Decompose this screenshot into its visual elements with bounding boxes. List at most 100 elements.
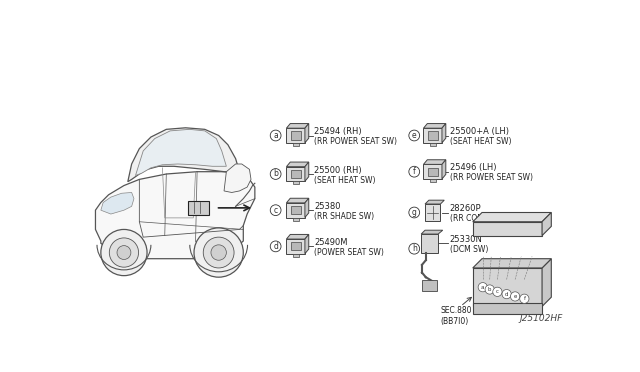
Bar xyxy=(287,128,305,143)
Text: d: d xyxy=(505,292,508,296)
Text: J25102HF: J25102HF xyxy=(520,314,563,323)
Text: (POWER SEAT SW): (POWER SEAT SW) xyxy=(314,248,384,257)
Bar xyxy=(287,239,305,254)
Text: f: f xyxy=(413,167,415,176)
Bar xyxy=(424,164,442,179)
Polygon shape xyxy=(287,162,308,167)
Text: f: f xyxy=(524,296,525,301)
Bar xyxy=(473,268,542,307)
Polygon shape xyxy=(442,160,446,179)
Circle shape xyxy=(502,289,511,299)
Bar xyxy=(473,302,542,314)
Text: 25500 (RH): 25500 (RH) xyxy=(314,166,362,174)
Polygon shape xyxy=(128,128,239,182)
Circle shape xyxy=(101,230,147,276)
Bar xyxy=(291,242,301,250)
Circle shape xyxy=(204,237,234,268)
Text: a: a xyxy=(481,285,484,290)
Bar xyxy=(292,181,299,185)
Bar xyxy=(292,218,299,221)
Circle shape xyxy=(478,283,488,292)
Bar xyxy=(421,234,438,253)
Bar xyxy=(287,167,305,181)
Circle shape xyxy=(117,246,131,260)
Polygon shape xyxy=(542,259,551,307)
Circle shape xyxy=(194,228,243,277)
Text: 25490M: 25490M xyxy=(314,238,348,247)
Text: (RR SHADE SW): (RR SHADE SW) xyxy=(314,212,374,221)
Polygon shape xyxy=(305,198,308,218)
Text: c: c xyxy=(273,206,278,215)
Bar xyxy=(287,203,305,218)
Text: b: b xyxy=(488,287,492,292)
Polygon shape xyxy=(136,129,227,176)
Polygon shape xyxy=(424,124,446,128)
Text: SEC.880
(BB7I0): SEC.880 (BB7I0) xyxy=(440,307,472,326)
Bar xyxy=(473,222,542,235)
Circle shape xyxy=(409,243,420,254)
Bar xyxy=(422,280,437,291)
Polygon shape xyxy=(224,164,251,192)
Bar xyxy=(428,131,438,140)
Bar xyxy=(429,179,436,182)
Polygon shape xyxy=(473,259,551,268)
Polygon shape xyxy=(287,198,308,203)
Polygon shape xyxy=(421,230,443,234)
Polygon shape xyxy=(101,192,134,214)
Polygon shape xyxy=(305,162,308,181)
Text: e: e xyxy=(412,131,417,140)
Circle shape xyxy=(409,207,420,218)
Text: b: b xyxy=(273,170,278,179)
Polygon shape xyxy=(305,124,308,143)
Polygon shape xyxy=(95,172,255,259)
Circle shape xyxy=(270,205,281,216)
Text: 25494 (RH): 25494 (RH) xyxy=(314,127,362,136)
Circle shape xyxy=(211,245,227,260)
Circle shape xyxy=(270,169,281,179)
Bar xyxy=(292,254,299,257)
Text: 25500+A (LH): 25500+A (LH) xyxy=(450,127,509,136)
Text: (RR CONTROL SW): (RR CONTROL SW) xyxy=(450,214,520,223)
Text: (SEAT HEAT SW): (SEAT HEAT SW) xyxy=(314,176,376,185)
Polygon shape xyxy=(425,200,444,204)
Circle shape xyxy=(270,130,281,141)
Bar xyxy=(429,143,436,146)
Circle shape xyxy=(520,294,529,303)
Text: (SEAT HEAT SW): (SEAT HEAT SW) xyxy=(450,137,511,146)
Text: e: e xyxy=(513,294,516,299)
Text: a: a xyxy=(273,131,278,140)
Circle shape xyxy=(409,130,420,141)
Bar xyxy=(425,204,440,221)
Text: c: c xyxy=(496,289,499,294)
Text: 28260P: 28260P xyxy=(450,204,481,213)
Bar xyxy=(292,143,299,146)
Bar xyxy=(188,201,209,215)
Polygon shape xyxy=(287,124,308,128)
Bar xyxy=(291,131,301,140)
Circle shape xyxy=(493,287,502,296)
Polygon shape xyxy=(473,212,551,222)
Circle shape xyxy=(485,285,494,294)
Text: (RR POWER SEAT SW): (RR POWER SEAT SW) xyxy=(314,137,397,146)
Polygon shape xyxy=(424,160,446,164)
Circle shape xyxy=(409,166,420,177)
Text: 25496 (LH): 25496 (LH) xyxy=(450,163,496,172)
Text: d: d xyxy=(273,242,278,251)
Circle shape xyxy=(270,241,281,252)
Text: (DCM SW): (DCM SW) xyxy=(450,245,488,254)
Text: h: h xyxy=(412,244,417,253)
Bar xyxy=(291,170,301,178)
Text: (RR POWER SEAT SW): (RR POWER SEAT SW) xyxy=(450,173,532,182)
Circle shape xyxy=(109,238,139,267)
Polygon shape xyxy=(305,234,308,254)
Bar xyxy=(291,206,301,214)
Circle shape xyxy=(511,292,520,301)
Text: g: g xyxy=(412,208,417,217)
Bar xyxy=(424,128,442,143)
Polygon shape xyxy=(442,124,446,143)
Polygon shape xyxy=(287,234,308,239)
Bar xyxy=(428,168,438,176)
Text: 25330N: 25330N xyxy=(450,235,483,244)
Polygon shape xyxy=(542,212,551,235)
Text: 25380: 25380 xyxy=(314,202,340,211)
